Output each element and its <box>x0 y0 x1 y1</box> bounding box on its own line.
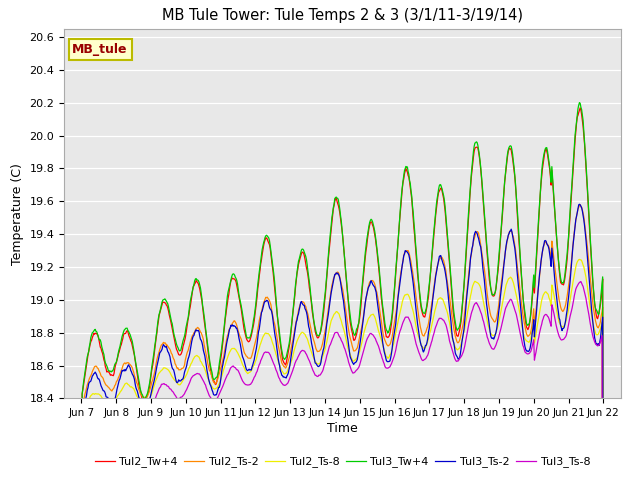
Tul2_Ts-8 <box>194 353 202 359</box>
Line: Tul3_Ts-2: Tul3_Ts-2 <box>81 204 604 480</box>
Tul3_Ts-2 <box>421 345 429 351</box>
Tul3_Tw+4 <box>421 311 429 316</box>
Tul2_Ts-2 <box>406 252 413 258</box>
Tul3_Ts-2 <box>194 328 202 334</box>
Line: Tul2_Ts-8: Tul2_Ts-8 <box>81 259 604 480</box>
Tul3_Ts-8 <box>577 279 585 285</box>
Tul2_Tw+4 <box>194 280 202 286</box>
Tul2_Ts-2 <box>421 331 429 336</box>
Tul3_Tw+4 <box>141 396 148 402</box>
Tul2_Ts-8 <box>575 256 583 262</box>
Tul2_Tw+4 <box>421 314 429 320</box>
Tul2_Ts-2 <box>221 345 229 350</box>
Title: MB Tule Tower: Tule Temps 2 & 3 (3/1/11-3/19/14): MB Tule Tower: Tule Temps 2 & 3 (3/1/11-… <box>162 9 523 24</box>
Tul2_Tw+4 <box>221 317 229 323</box>
Tul3_Ts-2 <box>575 202 583 207</box>
Tul2_Ts-2 <box>141 395 148 401</box>
Tul3_Ts-2 <box>141 407 148 413</box>
Tul2_Ts-2 <box>87 372 95 378</box>
Tul2_Ts-8 <box>87 393 95 398</box>
Line: Tul3_Ts-8: Tul3_Ts-8 <box>81 282 604 480</box>
Text: MB_tule: MB_tule <box>72 43 128 56</box>
Line: Tul2_Ts-2: Tul2_Ts-2 <box>81 204 604 480</box>
Tul2_Ts-8 <box>221 362 229 368</box>
Tul3_Ts-8 <box>194 371 202 376</box>
Tul2_Ts-8 <box>141 400 148 406</box>
Tul3_Tw+4 <box>221 315 229 321</box>
Tul3_Ts-8 <box>221 377 229 383</box>
X-axis label: Time: Time <box>327 422 358 435</box>
Y-axis label: Temperature (C): Temperature (C) <box>11 163 24 264</box>
Tul3_Tw+4 <box>406 178 413 183</box>
Tul3_Tw+4 <box>575 100 583 106</box>
Tul3_Ts-2 <box>87 378 95 384</box>
Tul3_Ts-8 <box>421 356 429 362</box>
Line: Tul2_Tw+4: Tul2_Tw+4 <box>81 108 604 480</box>
Tul2_Tw+4 <box>406 179 413 185</box>
Tul2_Tw+4 <box>87 339 95 345</box>
Tul3_Ts-8 <box>406 317 413 323</box>
Tul3_Ts-2 <box>221 350 229 356</box>
Tul3_Ts-8 <box>141 411 148 417</box>
Tul3_Ts-2 <box>406 255 413 261</box>
Tul2_Tw+4 <box>141 397 148 403</box>
Tul2_Tw+4 <box>577 105 584 111</box>
Legend: Tul2_Tw+4, Tul2_Ts-2, Tul2_Ts-8, Tul3_Tw+4, Tul3_Ts-2, Tul3_Ts-8: Tul2_Tw+4, Tul2_Ts-2, Tul2_Ts-8, Tul3_Tw… <box>90 452 595 472</box>
Tul2_Ts-8 <box>421 345 429 351</box>
Tul3_Tw+4 <box>194 277 202 283</box>
Tul3_Tw+4 <box>87 335 95 340</box>
Tul2_Ts-2 <box>577 202 584 207</box>
Tul2_Ts-2 <box>194 324 202 330</box>
Tul2_Ts-8 <box>406 295 413 300</box>
Tul3_Ts-8 <box>87 410 95 416</box>
Line: Tul3_Tw+4: Tul3_Tw+4 <box>81 103 604 480</box>
